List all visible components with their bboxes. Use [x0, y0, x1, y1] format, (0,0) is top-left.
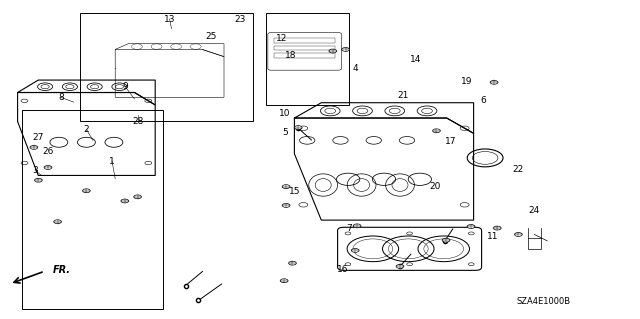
Circle shape [289, 261, 296, 265]
Circle shape [282, 185, 290, 189]
Circle shape [282, 204, 290, 207]
Circle shape [35, 178, 42, 182]
Circle shape [490, 80, 498, 84]
Text: 4: 4 [353, 64, 358, 73]
Circle shape [342, 48, 349, 51]
Text: 27: 27 [33, 133, 44, 142]
Circle shape [54, 220, 61, 224]
Text: 21: 21 [397, 91, 409, 100]
Circle shape [134, 195, 141, 199]
Text: 11: 11 [487, 232, 499, 241]
Text: 10: 10 [279, 109, 291, 118]
Circle shape [329, 49, 337, 53]
Text: FR.: FR. [53, 264, 71, 275]
Text: 20: 20 [429, 182, 441, 191]
Text: 8: 8 [58, 93, 63, 102]
Text: 2: 2 [84, 125, 89, 134]
Bar [22, 110, 163, 309]
Text: 7: 7 [346, 224, 351, 233]
Text: SZA4E1000B: SZA4E1000B [517, 297, 571, 306]
Bar [80, 13, 253, 121]
Text: 16: 16 [337, 265, 348, 274]
Text: 3: 3 [33, 166, 38, 175]
Circle shape [396, 264, 404, 268]
Circle shape [83, 189, 90, 193]
Circle shape [442, 238, 450, 242]
Text: 24: 24 [529, 206, 540, 215]
Circle shape [493, 226, 501, 230]
Text: 14: 14 [410, 55, 422, 63]
Bar [275, 46, 335, 50]
Circle shape [294, 126, 302, 130]
Circle shape [351, 249, 359, 252]
Text: 9: 9 [122, 82, 127, 91]
Text: 5: 5 [282, 128, 287, 137]
Text: 1: 1 [109, 157, 115, 166]
Text: 12: 12 [276, 34, 287, 43]
Text: 25: 25 [205, 32, 217, 41]
Text: 19: 19 [461, 77, 473, 86]
Text: 28: 28 [132, 117, 143, 126]
Circle shape [44, 166, 52, 169]
Text: 23: 23 [234, 15, 246, 24]
Bar [275, 53, 335, 58]
Bar [275, 38, 335, 42]
Text: 18: 18 [285, 51, 297, 60]
Circle shape [121, 199, 129, 203]
Circle shape [353, 224, 361, 228]
Text: 22: 22 [513, 165, 524, 174]
Bar [266, 13, 349, 105]
Circle shape [30, 145, 38, 149]
Circle shape [280, 279, 288, 283]
Text: 13: 13 [164, 15, 175, 24]
Text: 17: 17 [445, 137, 457, 146]
Circle shape [433, 129, 440, 133]
Circle shape [515, 233, 522, 236]
Text: 6: 6 [481, 96, 486, 105]
Text: 15: 15 [289, 187, 300, 196]
Text: 26: 26 [42, 147, 54, 156]
Circle shape [467, 225, 475, 228]
